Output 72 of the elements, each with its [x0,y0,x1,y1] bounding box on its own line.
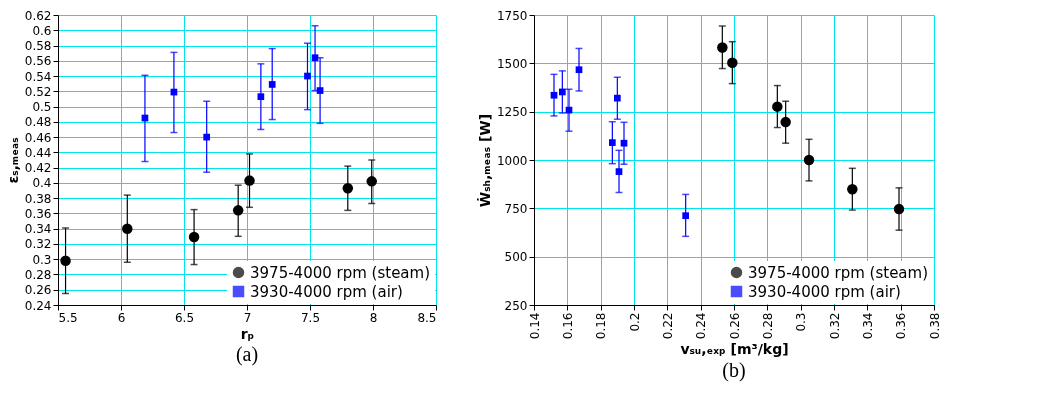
y-tick-label: 0.38 [24,191,52,206]
x-tick-label: 0.24 [694,312,709,340]
y-tick-label: 0.6 [32,23,52,38]
y-tick-label: 0.58 [24,39,52,54]
y-tick-label: 0.62 [24,8,52,23]
y-tick-label: 0.4 [32,176,52,191]
y-tick-label: 0.42 [24,161,52,176]
point [727,57,738,68]
y-tick-label: 0.52 [24,84,52,99]
x-tick-label: 7 [243,310,252,325]
point [615,168,623,175]
point [558,88,566,96]
y-tick-label: 0.46 [24,130,52,145]
point [847,183,858,195]
x-axis-title: rₚ [240,325,255,342]
x-tick-label: 0.38 [927,312,942,340]
x-tick-label: 5.5 [58,310,78,325]
y-axis-title: Ẇₛₕ,ₘₑₐₛ [W] [476,113,493,208]
point [780,116,791,128]
x-tick-label: 7.5 [300,310,321,325]
y-tick-label: 1250 [496,105,528,120]
y-tick-label: 1500 [496,56,528,71]
y-tick-label: 0.26 [24,283,52,298]
point [550,91,558,99]
text: (a) [235,343,259,366]
x-tick-label: 0.22 [660,312,675,340]
y-tick-label: 0.54 [24,69,52,84]
x-tick-label: 0.3 [794,312,809,332]
point [803,154,815,166]
x-tick-label: 0.18 [594,312,609,340]
y-tick-label: 750 [504,201,528,216]
y-tick-label: 0.32 [24,237,52,252]
x-tick-label: 0.16 [560,312,575,340]
x-tick-label: 0.32 [827,312,842,340]
y-tick-label: 0.34 [24,222,52,237]
x-tick-label: 0.2 [627,312,642,332]
point [575,66,583,74]
point [717,42,728,53]
y-tick-label: 500 [504,250,528,265]
x-tick-label: 0.26 [727,312,742,340]
x-tick-label: 0.14 [527,312,542,340]
y-tick-label: 0.5 [32,100,52,115]
point [608,139,616,146]
x-tick-label: 8 [369,310,378,325]
y-axis-title: εₛ,ₘₑₐₛ [4,137,21,184]
y-tick-label: 250 [504,298,528,313]
y-tick-label: 1750 [496,8,528,23]
legend-label: 3930-4000 rpm (air) [748,282,901,301]
legend-label: 3975-4000 rpm (steam) [250,263,431,282]
y-tick-label: 0.44 [24,145,52,160]
y-tick-label: 0.56 [24,54,52,69]
y-tick-label: 0.3 [32,252,52,267]
text: (b) [722,358,746,382]
x-tick-label: 0.36 [894,312,909,340]
y-tick-label: 0.24 [24,298,52,313]
legend-label: 3975-4000 rpm (steam) [748,263,929,282]
point [772,101,783,112]
point [613,94,621,102]
x-tick-label: 0.34 [860,312,875,340]
point [682,212,690,220]
y-tick-label: 1000 [496,153,528,168]
point [620,139,628,147]
y-tick-label: 0.48 [24,115,52,130]
x-tick-label: 0.28 [760,312,775,340]
y-tick-label: 0.36 [24,206,52,221]
legend-label: 3930-4000 rpm (air) [250,282,403,301]
x-axis-title: vₛᵤ,ₑₓₚ [m³/kg] [680,341,789,358]
x-tick-label: 6 [117,310,126,325]
point [893,203,905,215]
y-tick-label: 0.28 [24,267,52,282]
x-tick-label: 6.5 [174,310,195,325]
x-tick-label: 8.5 [417,310,437,325]
